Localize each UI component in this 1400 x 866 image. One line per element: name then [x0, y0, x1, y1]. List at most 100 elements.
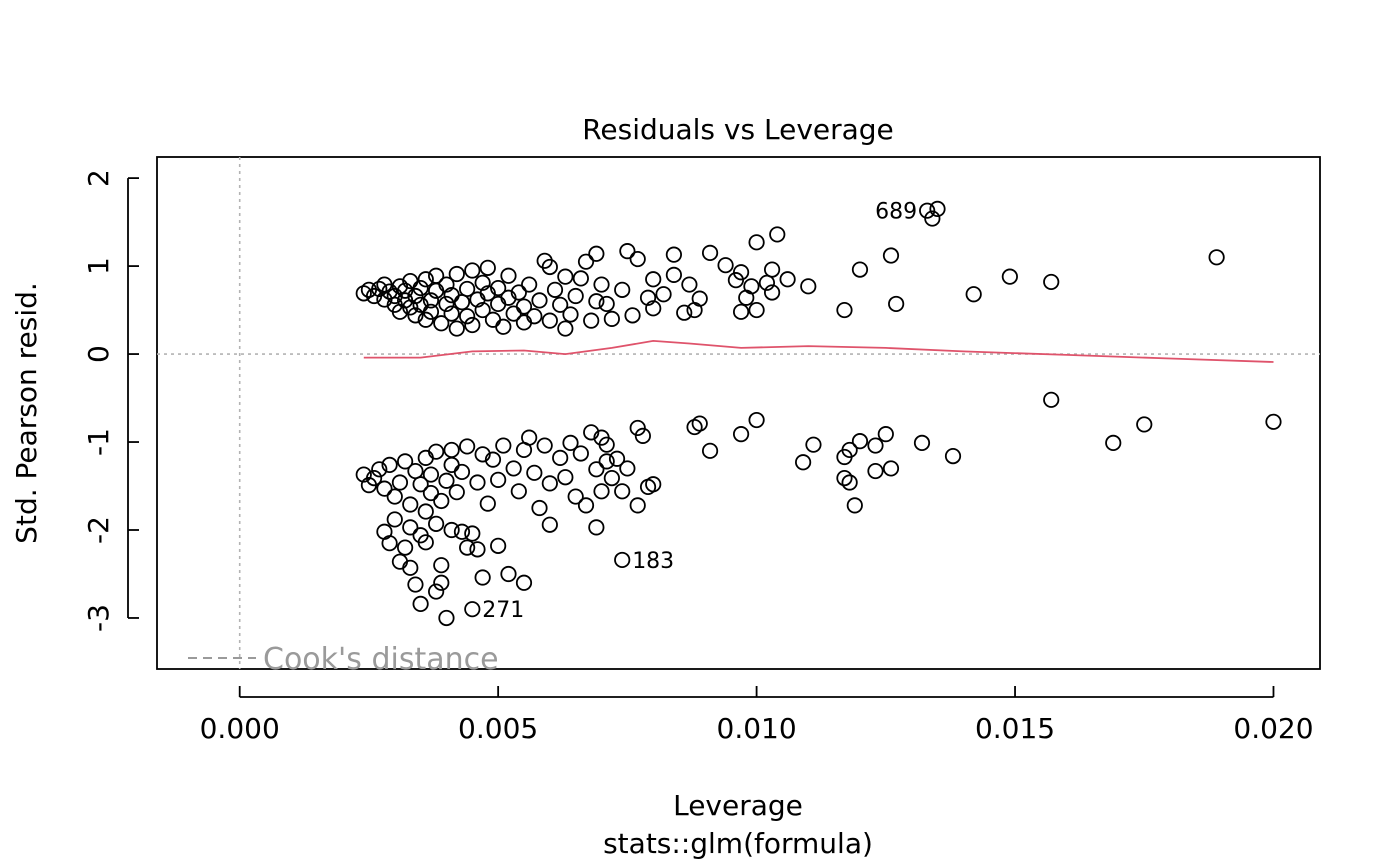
data-point — [402, 496, 419, 513]
data-point — [639, 289, 657, 306]
data-point — [655, 286, 672, 303]
data-point — [732, 264, 750, 281]
data-point — [541, 516, 558, 533]
data-point — [412, 279, 429, 297]
data-point — [779, 271, 796, 288]
data-point — [448, 265, 465, 283]
legend: Cook's distance — [188, 642, 499, 677]
data-point — [422, 484, 440, 502]
data-point — [407, 307, 424, 324]
data-point — [598, 436, 615, 453]
data-point — [686, 418, 703, 436]
data-point — [608, 450, 626, 467]
data-point — [433, 557, 450, 574]
data-point — [944, 448, 962, 465]
data-point — [634, 427, 651, 444]
data-point — [407, 462, 424, 480]
data-point — [541, 312, 558, 329]
data-point — [407, 576, 424, 593]
data-point — [1043, 391, 1060, 408]
data-point — [913, 434, 931, 452]
data-point — [1043, 273, 1060, 291]
data-point — [603, 310, 620, 327]
data-point — [882, 247, 900, 264]
y-tick-label: -1 — [82, 428, 115, 456]
data-point — [588, 461, 605, 478]
data-point — [1105, 434, 1122, 452]
data-point — [836, 301, 853, 319]
data-point — [665, 246, 682, 263]
data-point — [428, 515, 445, 532]
data-point — [417, 534, 434, 551]
data-point — [433, 492, 450, 510]
data-point — [448, 484, 465, 501]
data-point — [614, 551, 631, 569]
data-point — [769, 226, 786, 243]
data-point — [851, 433, 869, 450]
data-point — [402, 559, 419, 576]
data-point — [676, 304, 693, 321]
x-axis-label: Leverage — [673, 789, 803, 822]
data-point — [588, 519, 605, 536]
data-point — [412, 476, 429, 493]
scatter-points — [355, 200, 1282, 627]
data-point — [438, 609, 455, 627]
data-point — [391, 278, 409, 295]
data-point — [474, 446, 491, 463]
data-point — [474, 274, 491, 291]
data-point — [365, 469, 383, 487]
data-point — [391, 474, 409, 491]
data-point — [464, 525, 481, 542]
point-label: 689 — [875, 200, 917, 225]
data-point — [1001, 268, 1018, 285]
data-point — [614, 483, 631, 500]
data-point — [479, 285, 496, 302]
data-point — [433, 315, 450, 332]
data-point — [386, 488, 403, 505]
data-point — [453, 523, 471, 540]
y-tick-label: -2 — [82, 516, 115, 544]
data-point — [500, 289, 517, 306]
data-point — [546, 281, 564, 298]
data-point — [484, 311, 502, 328]
y-tick-label: 0 — [82, 345, 115, 363]
data-point — [515, 314, 533, 331]
data-point — [515, 298, 533, 315]
data-point — [919, 202, 936, 219]
data-point — [490, 279, 507, 297]
data-point — [422, 303, 440, 320]
data-point — [453, 294, 471, 311]
data-point — [417, 311, 434, 328]
data-point — [888, 295, 905, 313]
data-point — [614, 281, 631, 298]
data-point — [443, 305, 460, 322]
x-tick-label: 0.005 — [458, 712, 538, 745]
data-point — [557, 320, 574, 337]
data-point — [443, 441, 460, 459]
data-point — [428, 267, 445, 284]
data-point — [469, 474, 486, 491]
data-point — [1136, 416, 1153, 433]
data-point — [701, 442, 719, 459]
point-label: 183 — [632, 549, 674, 574]
data-point — [1208, 249, 1225, 266]
data-point — [624, 307, 641, 324]
chart-subtitle: stats::glm(formula) — [603, 827, 873, 860]
data-point — [665, 266, 682, 283]
data-point — [459, 539, 476, 556]
data-point — [531, 499, 548, 517]
data-point — [474, 569, 491, 586]
data-point — [422, 466, 440, 483]
data-point — [397, 453, 414, 470]
y-axis: -3 -2 -1 0 1 2 — [82, 169, 139, 632]
data-point — [629, 497, 646, 514]
data-point — [562, 306, 579, 323]
data-point — [495, 318, 512, 335]
data-point — [1265, 413, 1282, 430]
data-point — [500, 565, 517, 583]
data-point — [603, 469, 620, 487]
data-point — [422, 292, 440, 309]
data-point — [355, 466, 372, 483]
data-point — [841, 474, 858, 491]
